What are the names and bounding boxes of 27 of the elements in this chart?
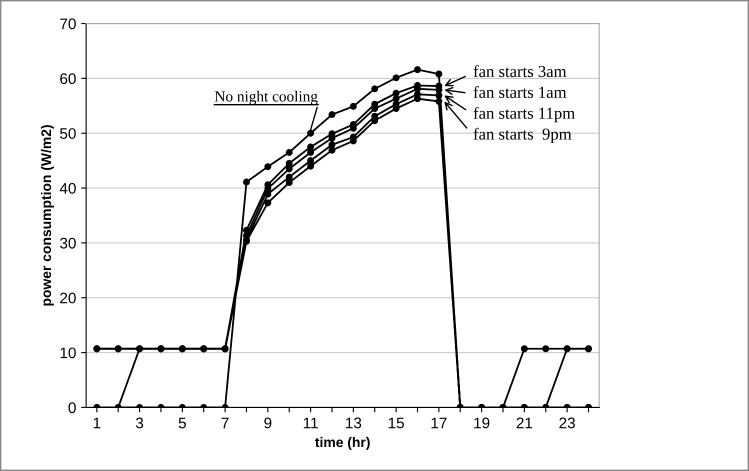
x-tick-label: 1 [94,418,100,428]
y-tick-label: 40 [60,182,76,194]
x-tick-label: 5 [178,418,186,428]
y-axis-title: power consumption (W/m2) [40,125,54,306]
x-tick-label: 19 [474,418,490,428]
x-tick-label: 21 [516,418,532,428]
x-tick-label: 7 [222,418,229,428]
y-tick-label: 50 [60,128,76,139]
x-tick-label: 9 [264,418,272,428]
y-tick-label: 0 [68,402,76,414]
x-tick-label: 23 [559,418,575,428]
y-tick-label: 20 [60,292,76,304]
series-label: fan starts 9pm [474,128,572,144]
x-axis-title: time (hr) [315,436,370,450]
legend-label: fan starts 3am [474,65,566,78]
x-tick-label: 15 [388,418,404,428]
x-tick-label: 13 [346,418,362,428]
y-tick-label: 60 [60,73,76,84]
legend-label: fan starts 11pm [474,106,575,122]
y-tick-label: 10 [60,347,76,358]
y-tick-label: 30 [60,238,76,249]
legend-label: fan starts 1am [474,86,566,98]
x-tick-label: 3 [136,418,144,428]
x-tick-label: 17 [432,418,447,428]
x-tick-label: 11 [304,418,318,428]
series-label: No night cooling [214,90,318,105]
y-tick-label: 70 [60,18,76,30]
